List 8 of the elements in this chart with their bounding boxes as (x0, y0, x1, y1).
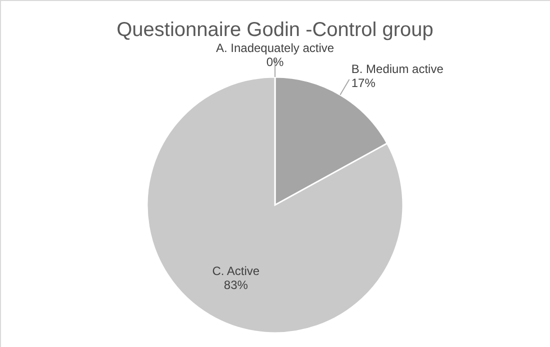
text: 0% (266, 55, 284, 69)
data-label: 17% (351, 76, 376, 90)
category-label: A. Inadequately active (216, 41, 334, 55)
pie-slice (146, 76, 404, 334)
slice-label: C. Active (212, 264, 260, 278)
chart-title: Questionnaire Godin -Control group (116, 19, 434, 41)
data-label: 83% (224, 278, 248, 292)
slice-label: B. Medium active (351, 62, 444, 76)
